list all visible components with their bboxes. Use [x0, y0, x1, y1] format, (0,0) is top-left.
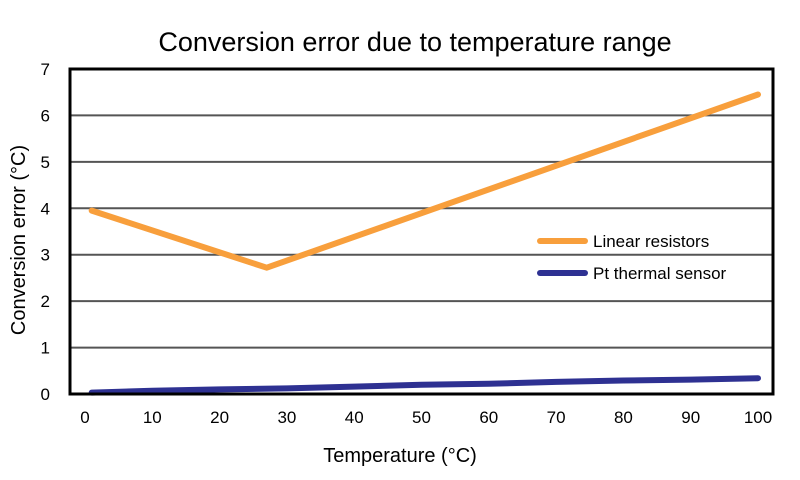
legend-label-0: Linear resistors: [593, 232, 709, 251]
plot-frame: [68, 67, 775, 396]
x-tick-label-8: 80: [614, 408, 633, 427]
y-tick-label-1: 1: [41, 339, 50, 358]
x-tick-label-4: 40: [345, 408, 364, 427]
y-tick-label-4: 4: [41, 199, 50, 218]
x-tick-label-6: 60: [479, 408, 498, 427]
series-line-0: [88, 91, 761, 271]
y-tick-label-5: 5: [41, 153, 50, 172]
y-axis-label: Conversion error (°C): [8, 145, 30, 335]
x-tick-label-10: 100: [744, 408, 772, 427]
gridlines: [70, 114, 773, 349]
y-tick-label-7: 7: [41, 60, 50, 79]
x-tick-label-5: 50: [412, 408, 431, 427]
y-tick-label-3: 3: [41, 246, 50, 265]
series-lines: [88, 91, 761, 396]
x-tick-label-2: 20: [210, 408, 229, 427]
y-tick-label-6: 6: [41, 106, 50, 125]
x-tick-label-3: 30: [277, 408, 296, 427]
legend-label-1: Pt thermal sensor: [593, 264, 727, 283]
x-tick-label-7: 70: [547, 408, 566, 427]
y-axis-ticks: 0 1 2 3 4 5 6 7: [41, 60, 50, 404]
x-tick-label-0: 0: [80, 408, 89, 427]
series-line-1: [88, 375, 761, 396]
chart-title: Conversion error due to temperature rang…: [158, 27, 671, 57]
y-tick-label-2: 2: [41, 292, 50, 311]
x-tick-label-1: 10: [143, 408, 162, 427]
y-tick-label-0: 0: [41, 385, 50, 404]
x-axis-label: Temperature (°C): [323, 445, 477, 467]
x-axis-ticks: 0 10 20 30 40 50 60 70 80 90 100: [80, 408, 772, 427]
x-tick-label-9: 90: [681, 408, 700, 427]
legend: Linear resistors Pt thermal sensor: [537, 232, 727, 283]
